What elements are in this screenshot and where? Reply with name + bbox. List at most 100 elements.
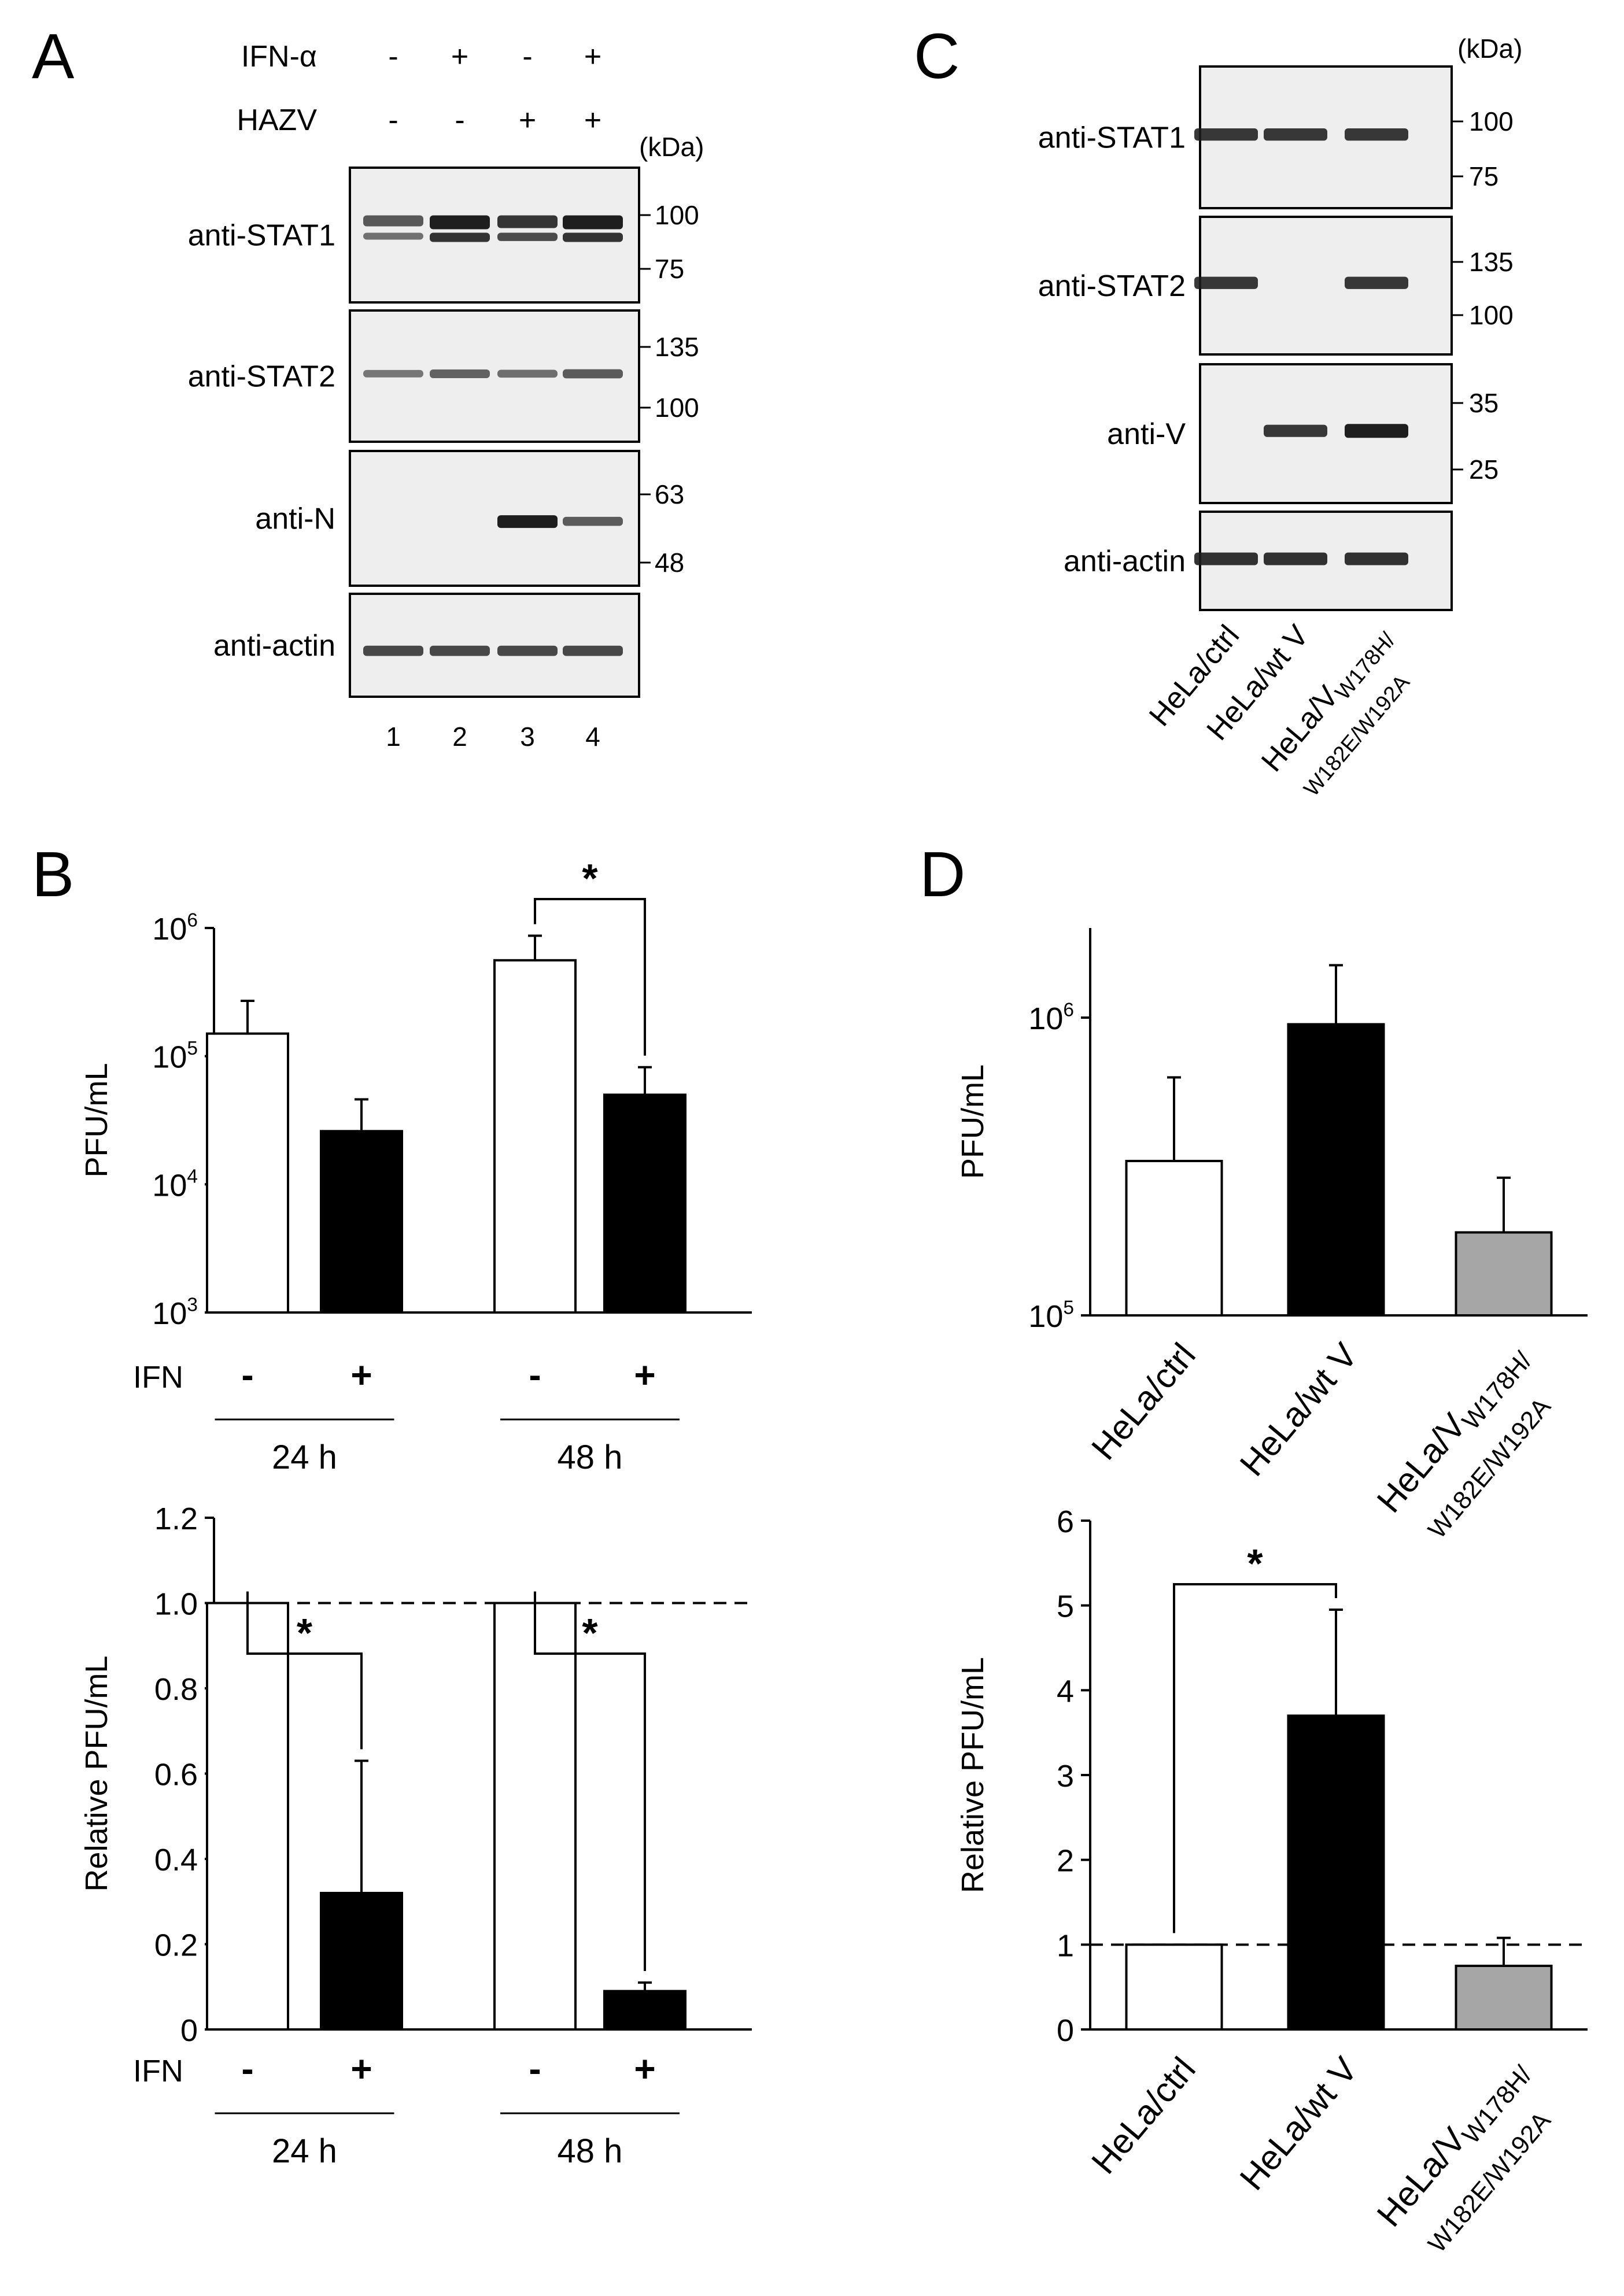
y-tick-label: 0.2 (154, 1928, 198, 1963)
category-label: HeLa/wt V (1232, 2050, 1365, 2197)
blot-label: anti-V (1107, 417, 1186, 451)
category-label: HeLa/VW178H/W182E/W192A (1370, 2050, 1556, 2258)
ifn-sign: - (529, 2048, 541, 2090)
category-name: HeLa/ctrl (1084, 2050, 1203, 2181)
bar (1287, 1714, 1385, 2031)
treatment-sign: + (584, 40, 601, 73)
ifn-sign: + (350, 1354, 372, 1396)
blot-label: anti-STAT1 (188, 219, 335, 253)
protein-band (497, 215, 558, 228)
category-name: HeLa/wt V (1232, 2050, 1365, 2197)
protein-band (1264, 128, 1327, 141)
protein-band (563, 369, 623, 379)
y-tick-label: 5 (1057, 1589, 1074, 1624)
y-tick-label: 4 (1057, 1674, 1074, 1709)
y-tick-label: 0 (1057, 2013, 1074, 2048)
y-tick-label: 0.8 (154, 1672, 198, 1707)
marker-label: 135 (655, 332, 699, 362)
marker-label: 35 (1469, 388, 1498, 418)
marker-label: 100 (1469, 300, 1514, 330)
western-blot-a: IFN-α - + - + HAZV - - + + (kDa) anti-STAT1 100 75 ant… (188, 40, 704, 752)
panel-label-a: A (32, 21, 75, 92)
y-axis-label: PFU/mL (955, 1064, 990, 1179)
protein-band (1345, 276, 1408, 289)
y-tick-label: 2 (1057, 1844, 1074, 1879)
ifn-sign: + (350, 2048, 372, 2090)
chart-d-top: 105 106 PFU/mL HeLa/ctrl HeLa/wt V HeLa/VW178… (955, 928, 1588, 1544)
y-axis-label: Relative PFU/mL (955, 1657, 990, 1893)
protein-band (563, 645, 623, 656)
treatment-sign: - (455, 103, 464, 137)
marker-label: 25 (1469, 454, 1498, 485)
protein-band (1264, 552, 1327, 565)
western-blot-c: (kDa) anti-STAT1 100 75 anti-STAT2 135 100 anti… (1038, 34, 1523, 801)
blot-label: anti-actin (1064, 545, 1186, 578)
y-tick-label: 1.0 (154, 1587, 198, 1622)
group-label: 48 h (558, 1439, 623, 1476)
blot-label: anti-STAT2 (188, 360, 335, 394)
y-tick-label: 0 (180, 2013, 198, 2048)
y-tick-label: 3 (1057, 1759, 1074, 1794)
protein-band (363, 369, 423, 378)
protein-band (563, 215, 623, 230)
kda-label: (kDa) (1457, 34, 1522, 64)
lane-number: 1 (386, 722, 401, 752)
marker-label: 100 (655, 200, 699, 230)
ifn-sign: + (634, 1354, 655, 1396)
significance-bracket (246, 1591, 363, 1750)
marker-label: 100 (655, 393, 699, 423)
blot-label: anti-STAT2 (1038, 269, 1186, 303)
marker-label: 100 (1469, 106, 1514, 136)
protein-band (1345, 128, 1408, 141)
bar (603, 1990, 686, 2031)
blot-label: anti-STAT1 (1038, 121, 1186, 155)
treatment-sign: + (451, 40, 468, 73)
bar (1455, 1231, 1553, 1317)
protein-band (1345, 424, 1408, 438)
panel-label-c: C (914, 21, 959, 92)
lane-number: 4 (585, 722, 600, 752)
significance-bracket (534, 1591, 646, 1971)
bar (493, 959, 577, 1314)
y-tick-label: 105 (1028, 1297, 1074, 1334)
bar (493, 1602, 577, 2031)
y-tick-label: 1.2 (154, 1502, 198, 1536)
protein-band (363, 215, 423, 227)
protein-band (1194, 276, 1258, 289)
protein-band (430, 232, 490, 242)
bar (206, 1032, 289, 1314)
bar (603, 1093, 686, 1314)
protein-band (430, 369, 490, 378)
protein-band (1194, 128, 1258, 141)
protein-band (430, 215, 490, 230)
treatment-sign: - (388, 40, 398, 73)
blot-label: anti-actin (213, 629, 335, 663)
protein-band (430, 645, 490, 656)
group-label: 48 h (558, 2132, 623, 2170)
treatment-sign: - (522, 40, 532, 73)
row-label: IFN (133, 2054, 183, 2088)
group-label: 24 h (272, 1439, 337, 1476)
significance-star: * (297, 1610, 313, 1655)
significance-star: * (1247, 1541, 1263, 1586)
ifn-sign: - (241, 2048, 253, 2090)
y-tick-label: 1 (1057, 1928, 1074, 1963)
protein-band (363, 232, 423, 240)
bar (1125, 1943, 1223, 2031)
chart-d-bottom: 0 1 2 3 4 5 6 Relative PFU/mL * HeLa/ctrl HeLa/wt … (955, 1504, 1588, 2258)
row-label: IFN (133, 1360, 183, 1395)
significance-star: * (582, 856, 598, 901)
protein-band (497, 645, 558, 656)
category-label: HeLa/VW178H/W182E/W192A (1370, 1336, 1556, 1544)
panel-label-d: D (920, 839, 965, 910)
lane-number: 3 (520, 722, 535, 752)
marker-label: 75 (655, 254, 684, 284)
y-tick-label: 106 (1028, 999, 1074, 1036)
significance-bracket (1173, 1583, 1337, 1933)
lane-number: 2 (452, 722, 467, 752)
category-label: HeLa/ctrl (1084, 1336, 1203, 1467)
bar (320, 1130, 403, 1314)
treatment-sign: - (388, 103, 398, 137)
category-name: HeLa/ctrl (1084, 1336, 1203, 1467)
y-tick-label: 104 (152, 1166, 198, 1203)
